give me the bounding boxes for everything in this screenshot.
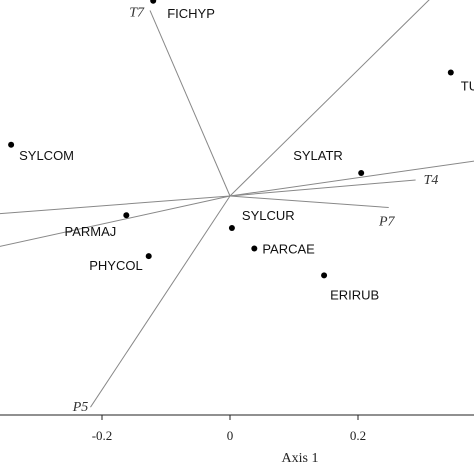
point-sylcom xyxy=(8,141,15,148)
vector-line-t7 xyxy=(149,10,231,197)
point-label-sylcur: SYLCUR xyxy=(242,208,295,223)
vector-line-t6 xyxy=(229,0,430,197)
vector-lines xyxy=(0,0,474,408)
point-fichyp xyxy=(150,0,157,4)
x-axis: -0.2 0 0.2 xyxy=(0,414,474,443)
point-label-fichyp: FICHYP xyxy=(167,6,215,21)
vector-labels: T6 T7 T4 P7 P5 xyxy=(72,0,465,415)
vector-line-p5 xyxy=(90,195,231,408)
point-phycol xyxy=(145,253,152,260)
vector-line-p7 xyxy=(229,195,389,209)
point-label-parcae: PARCAE xyxy=(262,241,315,256)
vector-label-t4: T4 xyxy=(424,173,439,188)
point-tu xyxy=(447,69,454,76)
vector-line-unlabeled-2 xyxy=(0,195,231,247)
vector-label-p7: P7 xyxy=(378,215,396,230)
point-label-erirub: ERIRUB xyxy=(330,287,379,302)
x-axis-title: Axis 1 xyxy=(282,451,319,466)
point-sylcur xyxy=(228,225,235,231)
point-label-phycol: PHYCOL xyxy=(89,258,142,273)
point-parcae xyxy=(251,245,258,252)
vector-line-unlabeled-3 xyxy=(0,195,231,215)
point-label-tu: TU xyxy=(461,78,474,93)
species-points xyxy=(8,0,454,279)
vector-label-t7: T7 xyxy=(129,5,145,20)
point-parmaj xyxy=(123,212,130,219)
vector-label-t6: T6 xyxy=(450,0,465,3)
vector-line-unlabeled-1 xyxy=(229,160,474,197)
species-labels: FICHYP TU SYLCOM SYLATR SYLCUR PARMAJ PHYCOL PA… xyxy=(19,6,474,303)
vector-line-t4 xyxy=(229,179,416,197)
point-erirub xyxy=(321,272,328,279)
x-tick-label: 0 xyxy=(227,428,234,443)
point-label-sylatr: SYLATR xyxy=(293,148,343,163)
vector-label-p5: P5 xyxy=(72,400,89,415)
x-tick-label: 0.2 xyxy=(350,428,366,443)
point-sylatr xyxy=(358,169,365,176)
x-tick-label: -0.2 xyxy=(92,428,113,443)
point-label-parmaj: PARMAJ xyxy=(65,224,117,239)
point-label-sylcom: SYLCOM xyxy=(19,148,74,163)
